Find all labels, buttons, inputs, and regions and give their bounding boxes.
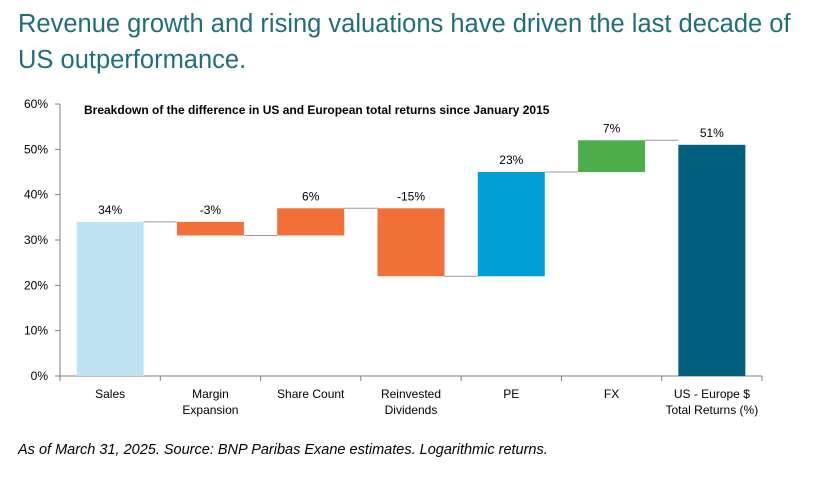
x-axis (59, 375, 763, 381)
bars (76, 140, 746, 376)
headline: Revenue growth and rising valuations hav… (18, 10, 791, 74)
y-tick-label: 30% (24, 233, 48, 247)
bar (76, 221, 144, 376)
bar (176, 221, 244, 236)
x-tick-label: Reinvested Dividends (381, 387, 441, 417)
x-tick-label: US - Europe $ Total Returns (%) (666, 387, 759, 417)
data-label: 7% (603, 121, 621, 135)
data-label: 23% (499, 153, 523, 167)
data-label: 51% (700, 126, 724, 140)
data-label: -3% (200, 203, 222, 217)
bar (578, 140, 646, 172)
chart-svg: Breakdown of the difference in US and Eu… (24, 97, 763, 417)
data-label: -15% (397, 189, 425, 203)
bar (377, 208, 445, 277)
y-tick-label: 0% (31, 369, 49, 383)
data-labels: 34% -3% 6% -15% 23% 7% 51% (98, 121, 724, 217)
footnote: As of March 31, 2025. Source: BNP Pariba… (18, 442, 548, 458)
waterfall-chart: Breakdown of the difference in US and Eu… (0, 90, 838, 430)
x-tick-label: PE (503, 387, 519, 401)
y-axis: 0% 10% 20% 30% 40% 50% 60% (24, 97, 61, 383)
y-tick-label: 40% (24, 188, 48, 202)
y-tick-label: 60% (24, 97, 48, 111)
data-label: 6% (302, 189, 320, 203)
data-label: 34% (98, 203, 122, 217)
x-tick-label: FX (604, 387, 619, 401)
x-tick-label: Margin Expansion (182, 387, 238, 417)
bar (277, 208, 345, 236)
chart-title: Breakdown of the difference in US and Eu… (84, 103, 550, 117)
connector-lines (143, 139, 679, 277)
bar (477, 172, 545, 277)
y-tick-label: 10% (24, 324, 48, 338)
y-tick-label: 20% (24, 278, 48, 292)
x-tick-label: Share Count (277, 387, 345, 401)
y-tick-label: 50% (24, 142, 48, 156)
bar (678, 144, 746, 376)
x-tick-labels: Sales Margin Expansion Share Count Reinveste… (95, 387, 758, 417)
x-tick-label: Sales (95, 387, 125, 401)
